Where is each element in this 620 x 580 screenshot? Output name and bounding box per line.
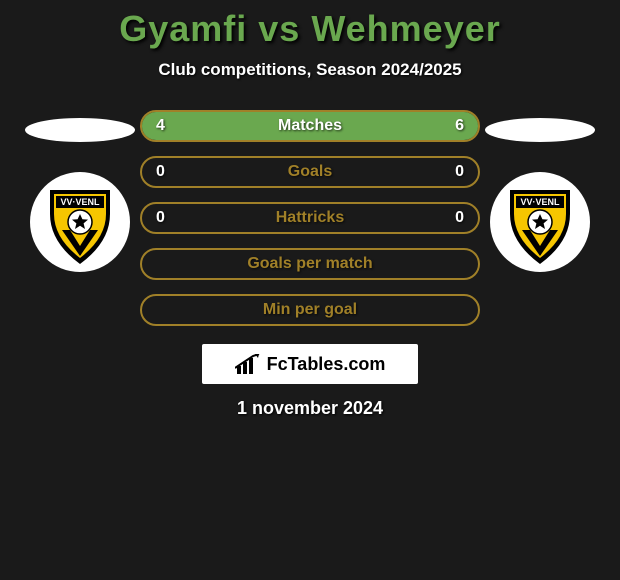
svg-text:VV·VENL: VV·VENL (520, 197, 560, 207)
club-logo-right: VV·VENL (490, 172, 590, 272)
watermark-text: FcTables.com (267, 354, 386, 375)
date: 1 november 2024 (0, 398, 620, 419)
watermark: FcTables.com (202, 344, 418, 384)
chart-icon (235, 354, 261, 374)
bar-label: Matches (142, 117, 478, 135)
bar-label: Goals per match (142, 255, 478, 273)
bar-label: Min per goal (142, 301, 478, 319)
vvv-logo-icon: VV·VENL (490, 172, 590, 272)
bar-label: Hattricks (142, 209, 478, 227)
vvv-logo-icon: VV·VENL (30, 172, 130, 272)
left-side: VV·VENL (20, 110, 140, 272)
comparison-main: VV·VENL 46Matches 00Goals 00Hattricks Goals… (0, 110, 620, 326)
stat-bar: 00Goals (140, 156, 480, 188)
svg-text:VV·VENL: VV·VENL (60, 197, 100, 207)
player-left-head (25, 118, 135, 142)
bar-label: Goals (142, 163, 478, 181)
stat-bars: 46Matches 00Goals 00Hattricks Goals per mat… (140, 110, 480, 326)
player-right-head (485, 118, 595, 142)
stat-bar: Goals per match (140, 248, 480, 280)
stat-bar: Min per goal (140, 294, 480, 326)
stat-bar: 00Hattricks (140, 202, 480, 234)
right-side: VV·VENL (480, 110, 600, 272)
club-logo-left: VV·VENL (30, 172, 130, 272)
subtitle: Club competitions, Season 2024/2025 (0, 60, 620, 80)
page-title: Gyamfi vs Wehmeyer (0, 0, 620, 50)
stat-bar: 46Matches (140, 110, 480, 142)
